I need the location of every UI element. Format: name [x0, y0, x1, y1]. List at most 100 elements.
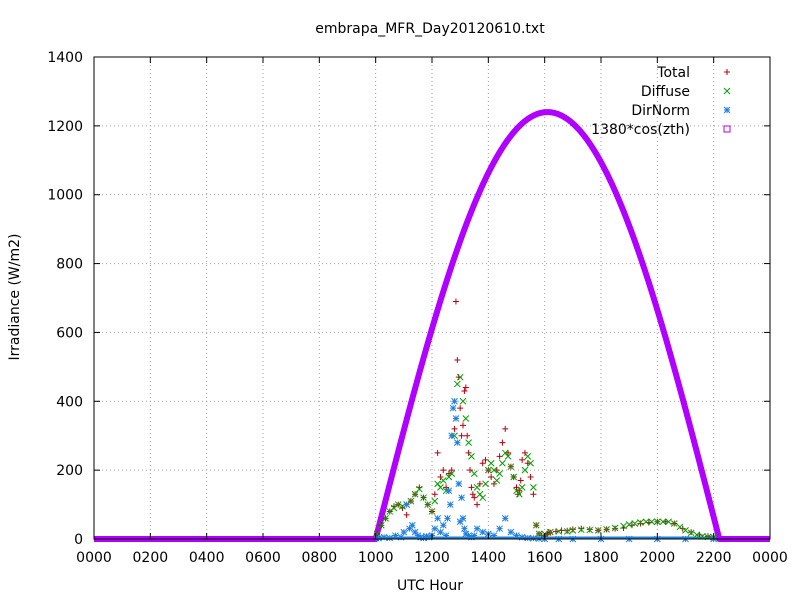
data-point [488, 474, 495, 481]
grid-lines [94, 57, 770, 539]
data-point [479, 494, 487, 502]
data-point [434, 449, 441, 456]
axis-ticks [93, 56, 771, 540]
data-point [493, 467, 500, 474]
data-point [513, 484, 520, 491]
data-point [482, 456, 489, 463]
legend-marker [723, 125, 731, 133]
data-point [521, 449, 528, 456]
x-tick-label: 1200 [414, 550, 450, 566]
data-point [400, 528, 408, 536]
x-tick-label: 0000 [752, 550, 788, 566]
data-point [397, 533, 405, 541]
data-point [519, 456, 526, 463]
data-point [470, 470, 478, 477]
data-point [524, 534, 532, 542]
data-point [468, 484, 475, 491]
data-point [428, 508, 436, 515]
data-point [420, 494, 427, 502]
data-point [496, 453, 503, 460]
data-point [470, 532, 478, 539]
data-point [679, 525, 686, 532]
data-point [490, 480, 497, 487]
data-point [479, 460, 486, 467]
data-point [653, 518, 661, 526]
data-point [445, 470, 452, 477]
legend-label: 1380*cos(zth) [591, 122, 690, 138]
y-tick-label: 200 [56, 463, 83, 479]
data-point [586, 526, 594, 534]
data-point [631, 520, 639, 527]
data-point [510, 473, 518, 481]
data-point [465, 532, 472, 539]
data-point [530, 534, 537, 542]
y-tick-label: 1200 [47, 119, 83, 135]
data-point [452, 415, 460, 422]
data-point [699, 532, 706, 540]
data-point [462, 384, 469, 391]
data-point [394, 501, 402, 508]
data-point [682, 527, 689, 534]
data-point [425, 533, 433, 541]
data-point [501, 514, 509, 522]
y-tick-label: 600 [56, 325, 83, 341]
legend-label: DirNorm [631, 103, 690, 119]
data-point [452, 298, 459, 305]
data-point [431, 497, 439, 505]
x-axis-title: UTC Hour [397, 578, 463, 594]
y-tick-label: 1000 [47, 188, 83, 204]
data-point [451, 397, 458, 405]
data-point [417, 533, 425, 541]
data-point [535, 530, 543, 538]
chart-title: embrapa_MFR_Day20120610.txt [315, 21, 545, 37]
data-point [459, 422, 466, 429]
data-point [530, 484, 537, 491]
data-point [459, 397, 467, 405]
data-point [496, 470, 503, 477]
data-point [487, 459, 495, 467]
series-diffuse [373, 373, 718, 541]
data-point [676, 523, 684, 531]
data-point [439, 477, 447, 484]
data-point [468, 453, 475, 460]
x-tick-label: 0800 [302, 550, 338, 566]
data-point [499, 439, 506, 446]
legend-marker [723, 87, 731, 95]
data-point [442, 532, 450, 539]
data-point [555, 528, 563, 535]
x-tick-label: 2000 [640, 550, 676, 566]
data-point [434, 514, 441, 522]
data-point [476, 480, 483, 487]
data-point [446, 501, 454, 508]
data-point [670, 520, 678, 527]
legend-label: Total [656, 65, 690, 81]
data-point [490, 466, 498, 474]
x-tick-label: 2200 [696, 550, 732, 566]
data-point [443, 484, 450, 491]
data-point [449, 404, 457, 412]
legend-label: Diffuse [641, 84, 690, 100]
data-point [411, 490, 419, 498]
data-point [620, 522, 627, 530]
data-point [373, 530, 381, 538]
data-point [458, 494, 465, 502]
data-point [473, 525, 481, 533]
data-point [569, 526, 576, 533]
data-point [448, 432, 456, 440]
data-point [611, 524, 619, 532]
data-point [603, 526, 610, 533]
y-tick-label: 1400 [47, 50, 83, 66]
data-point [637, 519, 644, 526]
data-point [513, 532, 520, 539]
data-point [392, 532, 399, 539]
data-point [662, 518, 669, 525]
data-point [414, 532, 422, 539]
data-point [456, 373, 464, 381]
data-point [484, 466, 492, 474]
data-point [444, 514, 451, 522]
data-point [453, 380, 461, 388]
data-point [471, 494, 478, 501]
data-point [459, 514, 467, 522]
data-point [552, 528, 559, 535]
data-point [437, 528, 444, 536]
